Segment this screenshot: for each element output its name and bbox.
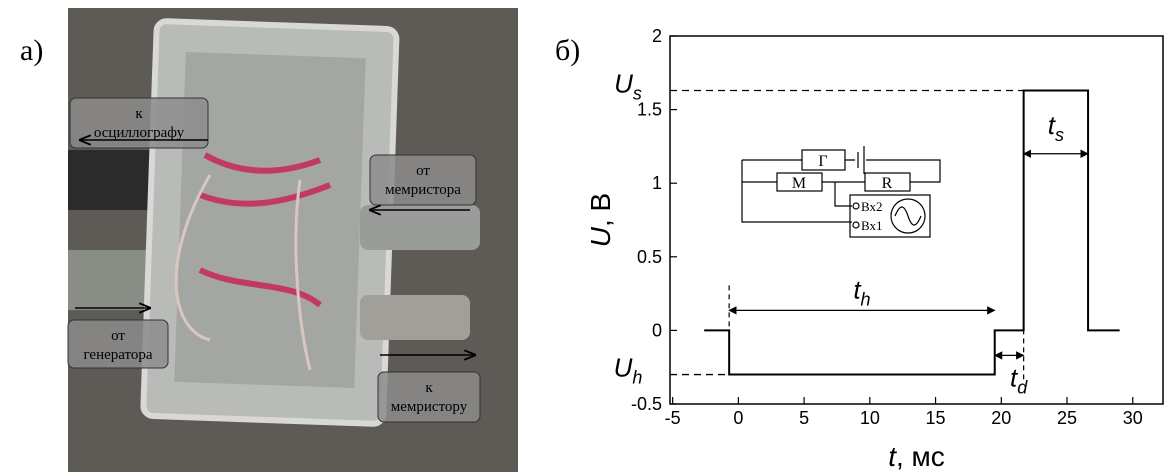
annotation-symbol: U	[614, 68, 633, 98]
panel-label: а)	[20, 34, 43, 67]
y-tick-label: 0.5	[637, 247, 662, 267]
y-tick-label: 2	[652, 26, 662, 46]
annotation: Us	[614, 68, 642, 103]
x-tick-label: 30	[1123, 408, 1143, 428]
label-text: к мемристору	[391, 380, 468, 415]
plot: -5 0 5 10 15 20 25 30-0.500.511.52t, мсU, ВUsUh…	[585, 26, 1164, 472]
label-box	[369, 154, 477, 206]
y-tick-label: -0.5	[631, 394, 662, 414]
circuit-label: R	[882, 175, 893, 192]
circuit-label: Г	[818, 153, 827, 170]
y-axis-label: U, В	[585, 193, 616, 247]
annotation: td	[1010, 363, 1028, 398]
annotation: th	[853, 274, 870, 309]
photo-labels: к осциллографу от мемристора от генератора к ме…	[67, 97, 481, 423]
annotation-sub: h	[861, 289, 871, 309]
x-tick-label: 25	[1057, 408, 1077, 428]
y-tick-label: 1	[652, 173, 662, 193]
x-tick-label: 15	[926, 408, 946, 428]
annotation: Uh	[614, 353, 643, 388]
circuit-label: Вх1	[861, 218, 883, 233]
annotation-symbol: t	[1048, 110, 1057, 140]
label-text: от мемристора	[385, 163, 461, 198]
annotation-sub: s	[633, 83, 642, 103]
label-text: к осциллографу	[94, 106, 185, 141]
x-tick-label: 0	[733, 408, 743, 428]
annotation-symbol: U	[614, 353, 633, 383]
y-tick-label: 1.5	[637, 100, 662, 120]
x-axis-label: t, мс	[888, 441, 945, 472]
annotation-symbol: t	[1010, 363, 1019, 393]
annotation: ts	[1048, 110, 1064, 145]
x-tick-label: 10	[860, 408, 880, 428]
annotation-sub: s	[1055, 125, 1064, 145]
circuit-labels: Г M R Вх2 Вх1	[792, 153, 893, 233]
panel-label: б)	[555, 34, 580, 67]
x-tick-label: -5	[665, 408, 681, 428]
label-box	[67, 319, 169, 369]
plot-frame	[669, 35, 1164, 405]
label-box	[377, 371, 481, 423]
x-tick-label: 20	[991, 408, 1011, 428]
annotation-symbol: t	[853, 274, 862, 304]
axis-unit: , В	[585, 193, 616, 227]
axis-symbol: t	[888, 441, 897, 472]
label-text: от генератора	[83, 328, 152, 363]
circuit-label: M	[792, 175, 806, 192]
annotation-sub: d	[1017, 378, 1028, 398]
circuit	[741, 146, 941, 238]
label-box	[69, 97, 209, 149]
axis-symbol: U	[585, 226, 616, 247]
photo	[68, 8, 518, 472]
x-tick-label: 5	[799, 408, 809, 428]
circuit-label: Вх2	[861, 199, 883, 214]
axis-unit: , мс	[896, 441, 945, 472]
y-tick-label: 0	[652, 320, 662, 340]
annotation-sub: h	[632, 368, 642, 388]
